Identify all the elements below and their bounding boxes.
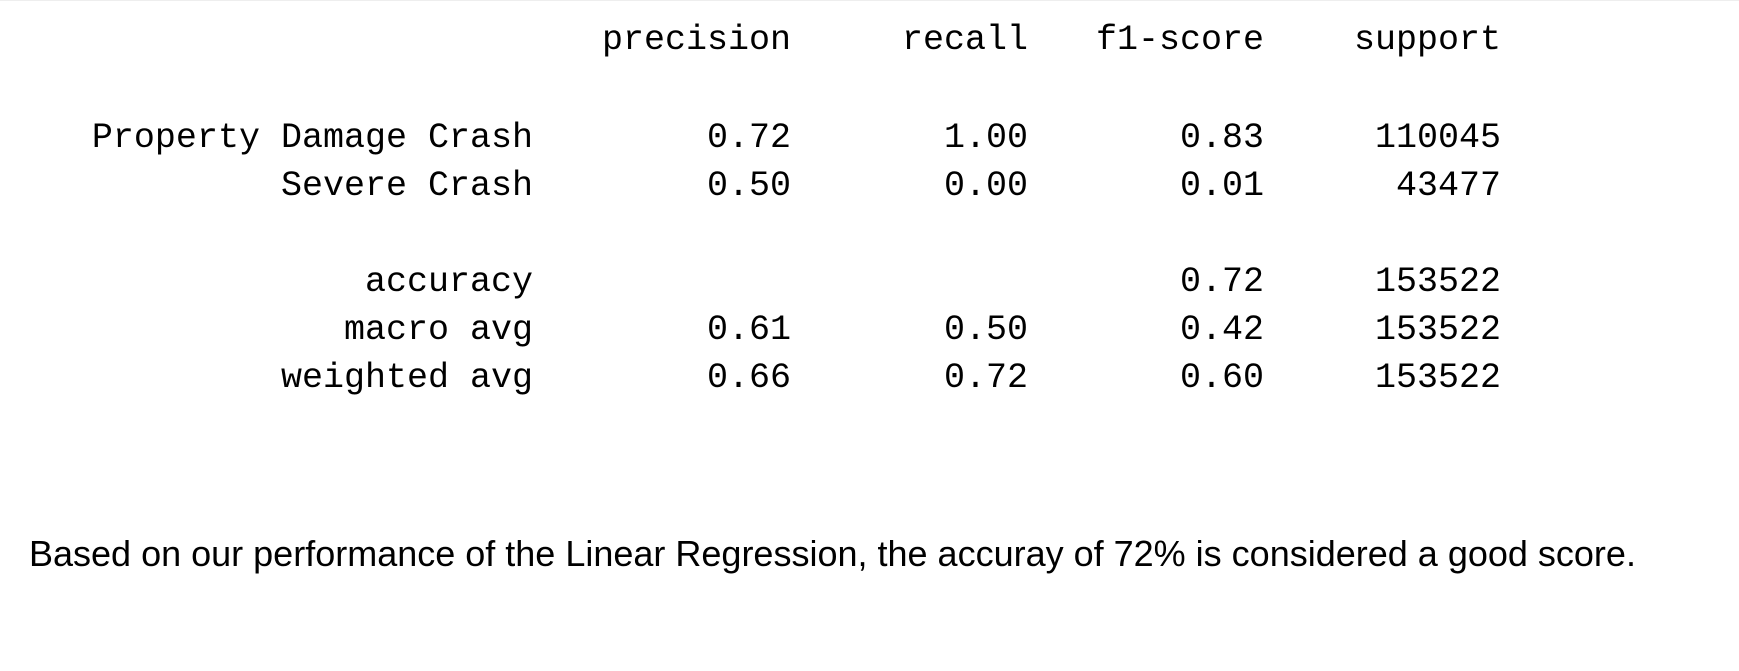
top-divider (0, 0, 1739, 1)
header-f1-score: f1-score (1095, 20, 1264, 60)
row-label: Severe Crash (280, 166, 533, 206)
row-label: Property Damage Crash (91, 118, 533, 158)
support-value: 153522 (1374, 310, 1501, 350)
f1-value: 0.60 (1179, 358, 1264, 398)
conclusion-text: Based on our performance of the Linear R… (29, 533, 1636, 574)
precision-value: 0.50 (706, 166, 791, 206)
recall-value: 0.00 (943, 166, 1028, 206)
row-label: accuracy (364, 262, 533, 302)
recall-value: 0.50 (943, 310, 1028, 350)
header-recall: recall (901, 20, 1028, 60)
f1-value: 0.83 (1179, 118, 1264, 158)
header-support: support (1353, 20, 1501, 60)
header-precision: precision (601, 20, 791, 60)
recall-value: 0.72 (943, 358, 1028, 398)
recall-value: 1.00 (943, 118, 1028, 158)
f1-value: 0.01 (1179, 166, 1264, 206)
row-label: macro avg (343, 310, 533, 350)
precision-value: 0.66 (706, 358, 791, 398)
support-value: 153522 (1374, 262, 1501, 302)
support-value: 43477 (1395, 166, 1501, 206)
support-value: 153522 (1374, 358, 1501, 398)
precision-value: 0.72 (706, 118, 791, 158)
support-value: 110045 (1374, 118, 1501, 158)
f1-value: 0.72 (1179, 262, 1264, 302)
row-label: weighted avg (280, 358, 533, 398)
classification-report: precision recall f1-score support Proper… (91, 20, 1501, 398)
f1-value: 0.42 (1179, 310, 1264, 350)
precision-value: 0.61 (706, 310, 791, 350)
